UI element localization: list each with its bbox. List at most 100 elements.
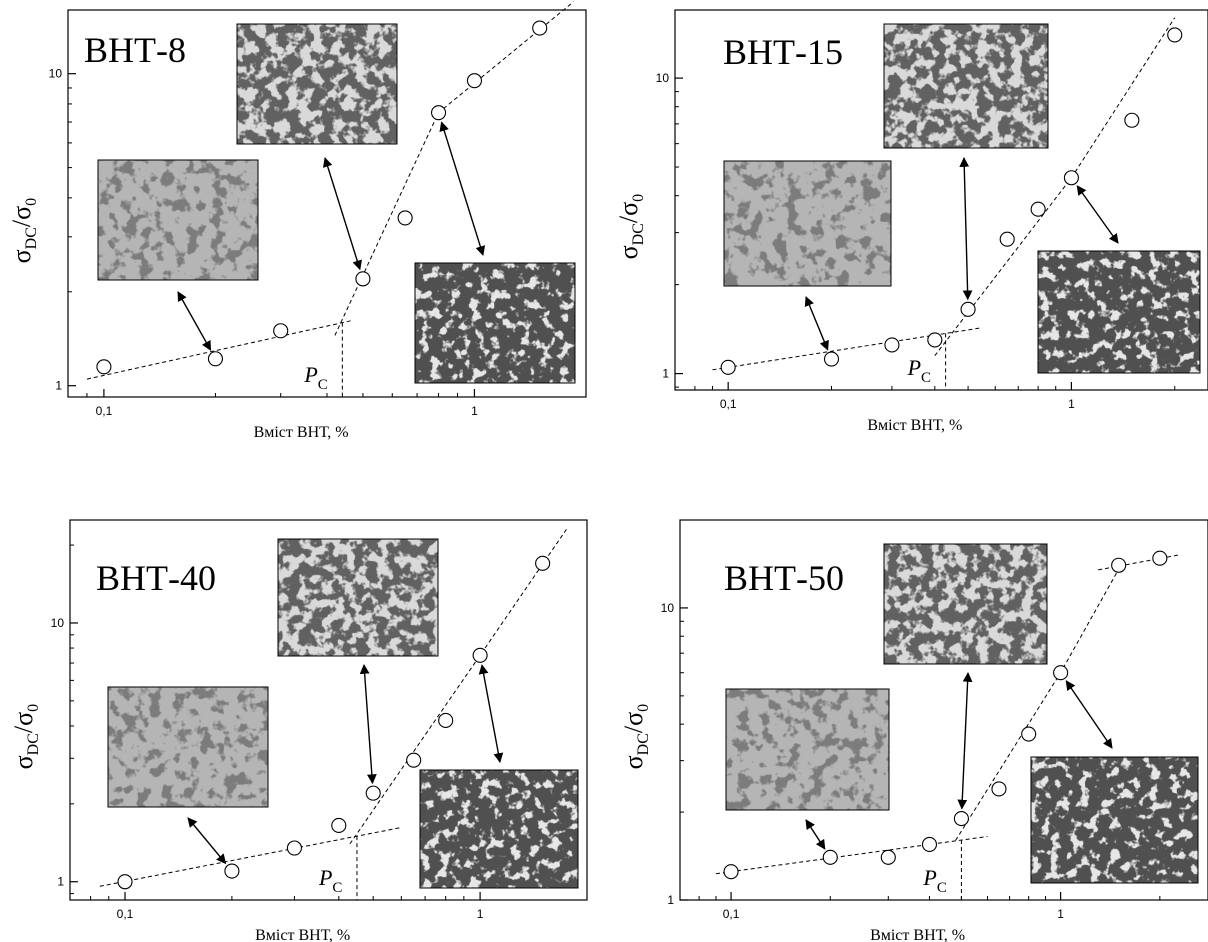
data-point	[365, 785, 381, 801]
micrograph-texture	[420, 770, 578, 888]
data-point	[535, 555, 551, 571]
micrograph-inset	[1037, 250, 1201, 374]
micrograph-inset	[725, 688, 890, 811]
data-point	[1021, 726, 1037, 742]
micrograph-inset	[1030, 756, 1199, 884]
y-tick-label: 1	[57, 875, 64, 889]
plot-frame	[674, 9, 1208, 391]
micrograph-border	[419, 769, 579, 889]
micrograph-border	[725, 688, 890, 811]
x-tick-label: 1	[477, 907, 484, 921]
data-point	[1063, 170, 1079, 186]
x-axis-title: Вміст ВНТ, %	[867, 417, 962, 434]
double-arrow	[177, 291, 212, 351]
x-tick-label: 0,1	[117, 907, 134, 921]
fit-line	[712, 327, 983, 371]
data-point	[406, 752, 422, 768]
y-tick-label: 1	[55, 379, 62, 393]
data-point	[430, 105, 447, 121]
micrograph-border	[236, 23, 398, 145]
plot-frame	[679, 519, 1208, 901]
x-tick-label: 1	[471, 404, 478, 418]
pc-label: PC	[907, 355, 931, 386]
fit-line	[1098, 554, 1180, 571]
micrograph-texture	[278, 539, 438, 656]
micrograph-texture	[98, 160, 258, 280]
y-axis-title: σDC/σ0	[7, 198, 40, 264]
x-axis-title: Вміст ВНТ, %	[254, 424, 349, 441]
panel-title: ВНТ-40	[96, 558, 216, 598]
y-axis-title: σDC/σ0	[614, 194, 647, 260]
micrograph-inset	[414, 262, 576, 384]
micrograph-inset	[97, 159, 259, 281]
y-tick-label: 10	[656, 71, 670, 85]
micrograph-border	[1037, 250, 1201, 374]
double-arrow	[1065, 680, 1113, 749]
x-tick-label: 1	[1057, 907, 1064, 921]
double-arrow	[359, 664, 377, 785]
double-arrow	[322, 157, 362, 271]
x-tick-label: 1	[1068, 397, 1075, 411]
data-point	[224, 863, 240, 879]
data-point	[823, 351, 840, 367]
data-point	[720, 359, 736, 375]
fit-line	[99, 827, 402, 887]
micrograph-border	[277, 538, 439, 657]
chart-panel-3: 0,1 1 1 10 Вміст ВНТ, % σDC/σ0 ВНТ-40 PC	[9, 519, 588, 942]
data-point	[438, 712, 454, 729]
micrograph-inset	[236, 23, 398, 145]
pc-label: PC	[318, 865, 342, 896]
micrograph-inset	[419, 769, 579, 889]
data-point	[960, 301, 976, 317]
data-point	[822, 849, 838, 865]
fit-line	[715, 836, 988, 875]
pc-label: PC	[922, 865, 946, 896]
data-point	[921, 836, 938, 852]
data-point	[884, 337, 900, 353]
pc-label: PC	[303, 362, 327, 393]
data-point	[723, 864, 739, 880]
micrograph-texture	[415, 263, 575, 383]
plot-frame	[69, 519, 588, 901]
micrograph-border	[1030, 756, 1199, 884]
double-arrow	[187, 817, 227, 865]
micrograph-texture	[108, 687, 268, 807]
panel-title: ВНТ-8	[84, 30, 186, 70]
x-tick-label: 0,1	[96, 404, 113, 418]
data-point	[331, 817, 347, 834]
y-tick-label: 1	[662, 367, 669, 381]
fit-line	[86, 319, 354, 380]
y-axis-title: σDC/σ0	[619, 704, 652, 770]
data-point	[472, 647, 488, 663]
fit-line	[349, 529, 567, 845]
data-point	[999, 231, 1015, 247]
data-point	[927, 332, 943, 348]
micrograph-border	[414, 262, 576, 384]
data-point	[1152, 550, 1168, 566]
data-point	[532, 20, 548, 36]
double-arrow	[478, 664, 504, 763]
micrograph-inset	[883, 543, 1048, 665]
panel-title: ВНТ-15	[723, 32, 843, 72]
micrograph-inset	[107, 686, 269, 808]
micrograph-border	[883, 543, 1048, 665]
y-tick-label: 10	[49, 67, 63, 81]
chart-panel-2: 0,1 1 1 10 Вміст ВНТ, % σDC/σ0 ВНТ-15 PC	[614, 9, 1208, 434]
micrograph-texture	[726, 689, 889, 810]
micrograph-inset	[883, 23, 1049, 149]
micrograph-texture	[237, 24, 397, 144]
micrograph-border	[883, 23, 1049, 149]
double-arrow	[804, 296, 829, 351]
x-tick-label: 0,1	[720, 397, 737, 411]
micrograph-border	[723, 160, 892, 287]
micrograph-texture	[1038, 251, 1200, 373]
x-tick-label: 0,1	[723, 907, 740, 921]
data-point	[273, 323, 289, 339]
x-axis-title: Вміст ВНТ, %	[870, 927, 965, 942]
double-arrow	[957, 672, 973, 810]
micrograph-texture	[1031, 757, 1198, 883]
data-point	[1053, 665, 1069, 681]
y-tick-label: 10	[51, 616, 65, 630]
data-point	[397, 210, 413, 226]
double-arrow	[805, 819, 826, 850]
